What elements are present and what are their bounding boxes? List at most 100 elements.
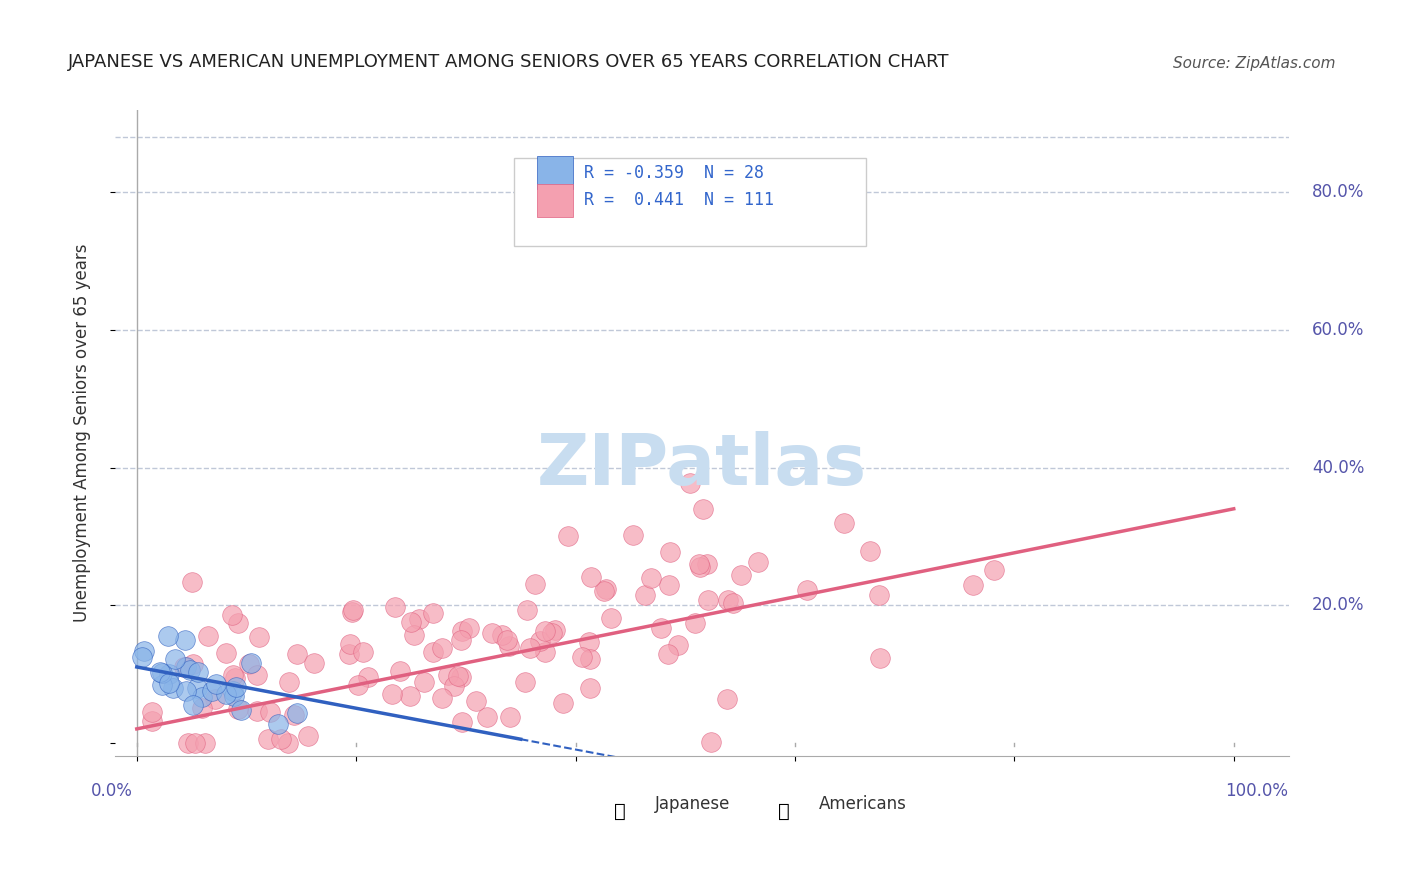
Point xyxy=(150,678,173,692)
Point xyxy=(534,645,557,659)
Point xyxy=(692,502,714,516)
Point xyxy=(165,651,187,665)
Point xyxy=(796,582,818,597)
Point xyxy=(593,583,616,598)
Text: 40.0%: 40.0% xyxy=(1312,458,1364,476)
Text: ZIPatlas: ZIPatlas xyxy=(537,431,866,500)
FancyBboxPatch shape xyxy=(537,156,572,189)
Point xyxy=(716,593,738,607)
Point xyxy=(408,612,430,626)
Point xyxy=(495,633,517,648)
Point xyxy=(259,705,281,719)
Point xyxy=(340,605,363,619)
FancyBboxPatch shape xyxy=(515,159,866,245)
Point xyxy=(579,652,602,666)
Point xyxy=(181,698,204,713)
Point xyxy=(179,663,201,677)
Point xyxy=(186,681,208,696)
Point xyxy=(541,626,564,640)
Point xyxy=(177,736,200,750)
Point xyxy=(277,736,299,750)
Point xyxy=(149,665,172,679)
Point xyxy=(247,630,270,644)
Point xyxy=(481,625,503,640)
Point xyxy=(304,657,326,671)
Point xyxy=(696,557,718,571)
Point xyxy=(180,575,202,590)
Point xyxy=(222,689,245,703)
Point xyxy=(162,681,184,695)
Point xyxy=(557,529,579,543)
Point xyxy=(388,664,411,678)
Point xyxy=(191,690,214,704)
Point xyxy=(173,659,195,673)
Point xyxy=(174,660,197,674)
Point xyxy=(498,639,520,653)
Point xyxy=(222,668,245,682)
Point xyxy=(228,702,250,716)
Point xyxy=(450,633,472,648)
Point xyxy=(443,679,465,693)
Point xyxy=(422,606,444,620)
Point xyxy=(184,736,207,750)
Text: Americans: Americans xyxy=(820,795,907,814)
Text: 0.0%: 0.0% xyxy=(91,782,134,800)
Point xyxy=(721,596,744,610)
Point xyxy=(267,717,290,731)
Point xyxy=(257,731,280,746)
Point xyxy=(225,680,247,694)
Point xyxy=(339,647,361,661)
Text: 20.0%: 20.0% xyxy=(1312,596,1365,614)
Point xyxy=(533,624,555,639)
Point xyxy=(659,545,682,559)
Y-axis label: Unemployment Among Seniors over 65 years: Unemployment Among Seniors over 65 years xyxy=(73,244,91,623)
Point xyxy=(132,644,155,658)
Point xyxy=(174,684,197,698)
Point xyxy=(131,650,153,665)
Point xyxy=(283,707,305,722)
Point xyxy=(519,641,541,656)
Point xyxy=(381,687,404,701)
Point xyxy=(579,570,602,584)
Point xyxy=(412,675,434,690)
Point xyxy=(450,670,472,684)
Point xyxy=(730,568,752,582)
Point xyxy=(595,582,617,596)
Point xyxy=(465,694,488,708)
Point xyxy=(551,696,574,710)
Point xyxy=(215,687,238,701)
Point xyxy=(357,670,380,684)
Point xyxy=(181,657,204,671)
Point xyxy=(270,732,292,747)
Point xyxy=(683,615,706,630)
Point xyxy=(226,615,249,630)
Point xyxy=(156,629,179,643)
Point xyxy=(475,710,498,724)
Point xyxy=(204,692,226,706)
Point xyxy=(430,641,453,656)
Point xyxy=(529,633,551,648)
Point xyxy=(339,636,361,650)
Point xyxy=(141,705,163,719)
Point xyxy=(285,648,308,662)
Point xyxy=(747,556,769,570)
Point xyxy=(859,544,882,558)
Point xyxy=(398,690,420,704)
Point xyxy=(141,714,163,729)
Point xyxy=(229,702,252,716)
Point xyxy=(447,669,470,683)
Point xyxy=(194,736,217,750)
Point xyxy=(246,704,269,718)
Point xyxy=(544,623,567,637)
Point xyxy=(432,690,454,705)
Point xyxy=(205,677,228,691)
Point xyxy=(650,621,672,635)
Point xyxy=(657,648,679,662)
Text: 100.0%: 100.0% xyxy=(1226,782,1288,800)
Point xyxy=(578,634,600,648)
Point xyxy=(524,577,547,591)
Point xyxy=(174,633,197,648)
Point xyxy=(513,674,536,689)
Point xyxy=(224,671,246,685)
Text: JAPANESE VS AMERICAN UNEMPLOYMENT AMONG SENIORS OVER 65 YEARS CORRELATION CHART: JAPANESE VS AMERICAN UNEMPLOYMENT AMONG … xyxy=(67,54,949,71)
